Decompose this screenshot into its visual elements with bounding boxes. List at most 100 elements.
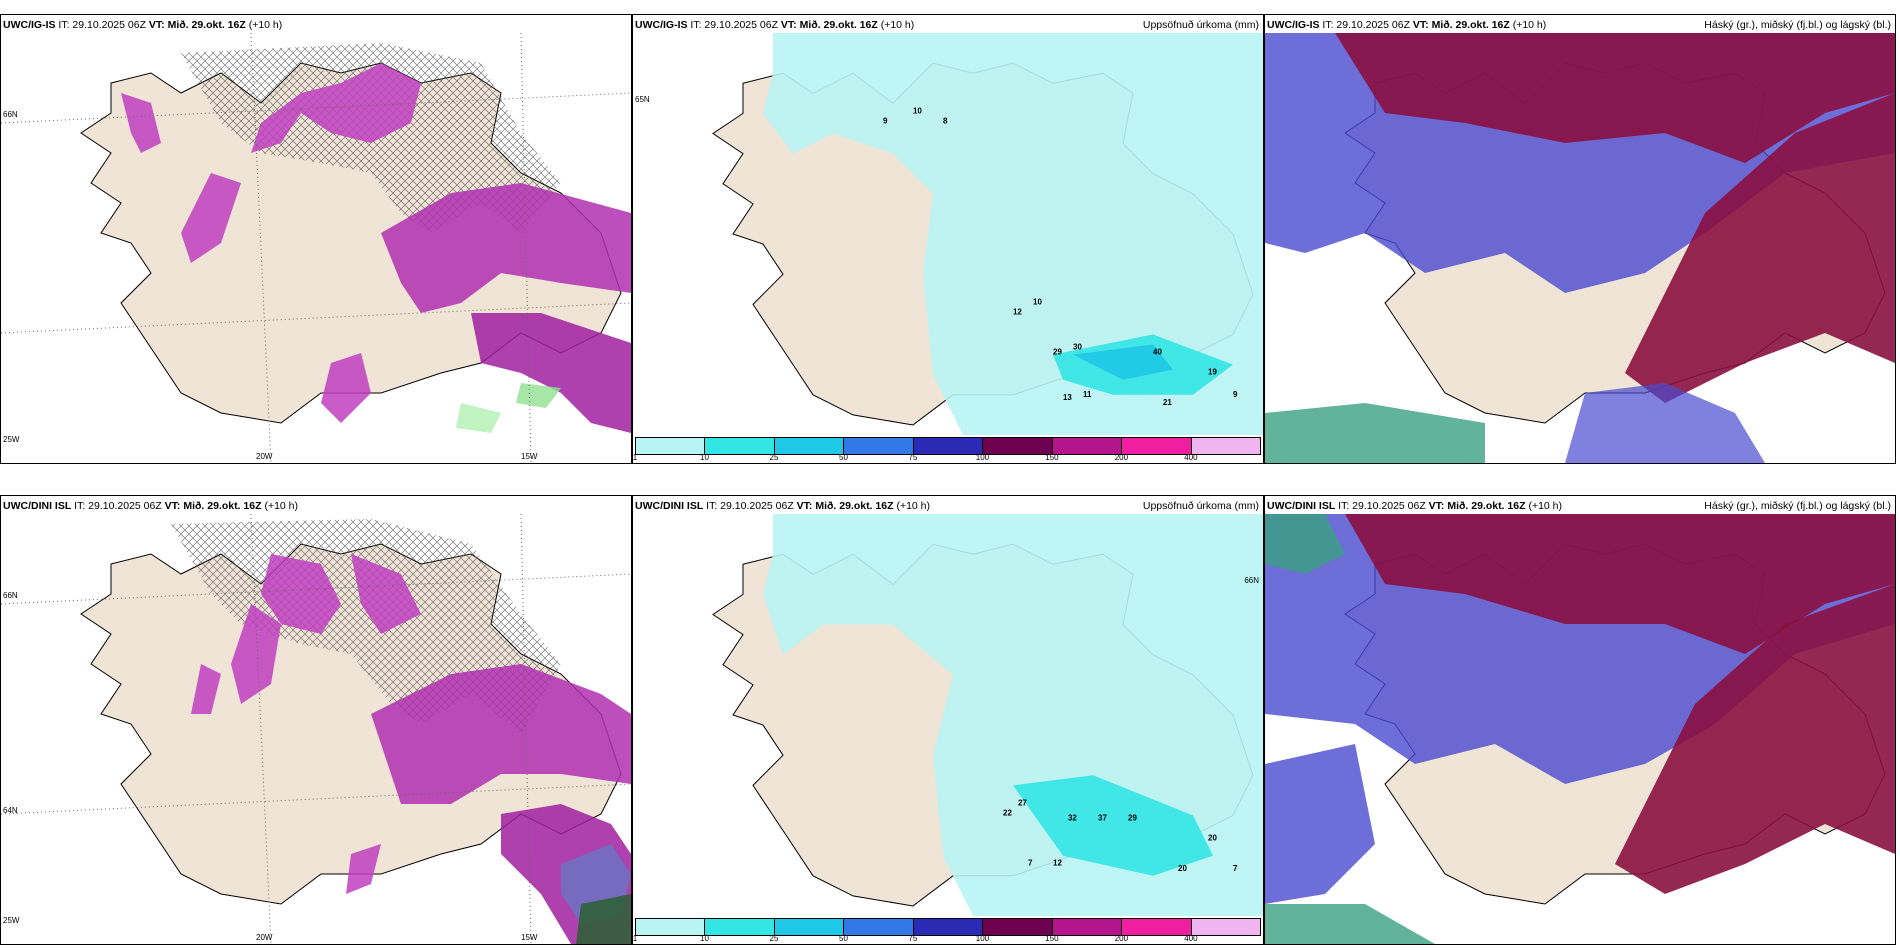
panel-top-right: UWC/IG-IS IT: 29.10.2025 06Z VT: Mið. 29… [1264, 14, 1896, 464]
valid-time: VT: Mið. 29.okt. 16Z [780, 19, 878, 31]
panel-bottom-right: UWC/DINI ISL IT: 29.10.2025 06Z VT: Mið.… [1264, 495, 1896, 945]
legend-color-bar [635, 918, 1261, 936]
valid-time: VT: Mið. 29.okt. 16Z [1412, 19, 1510, 31]
svg-text:7: 7 [1028, 859, 1033, 868]
svg-text:8: 8 [943, 116, 948, 125]
lat-label-66n: 66N [3, 110, 18, 119]
cloud-cover-map [1265, 33, 1895, 463]
legend-tick: 150 [1045, 453, 1059, 462]
precip-title: Uppsöfnuð úrkoma (mm) [1142, 19, 1259, 31]
accumulated-precip-map: 29 30 40 13 11 21 19 9 10 8 9 12 10 [633, 33, 1263, 435]
precip-color-legend: 1 10 25 50 75 100 150 200 400 [633, 916, 1263, 944]
svg-text:21: 21 [1163, 398, 1172, 407]
legend-tick: 50 [839, 934, 848, 943]
legend-tick: 1 [632, 934, 638, 943]
panel-header: UWC/IG-IS IT: 29.10.2025 06Z VT: Mið. 29… [635, 17, 1259, 33]
legend-tick: 200 [1114, 453, 1129, 462]
legend-tick: 100 [975, 453, 990, 462]
svg-text:20: 20 [1208, 834, 1217, 843]
precip-color-legend: 1 10 25 50 75 100 150 200 400 [633, 435, 1263, 463]
lon-label-20w: 20W [256, 452, 273, 461]
valid-time: VT: Mið. 29.okt. 16Z [148, 19, 246, 31]
panel-header: UWC/IG-IS IT: 29.10.2025 06Z VT: Mið. 29… [1267, 17, 1891, 33]
svg-text:32: 32 [1068, 814, 1077, 823]
legend-tick: 400 [1184, 453, 1198, 462]
legend-tick: 75 [908, 934, 918, 943]
panel-top-middle: UWC/IG-IS IT: 29.10.2025 06Z VT: Mið. 29… [632, 14, 1264, 464]
legend-tick: 10 [700, 934, 709, 943]
lead-time: (+10 h) [880, 19, 915, 31]
svg-text:10: 10 [1033, 297, 1042, 306]
lon-label-25w: 25W [3, 435, 20, 444]
legend-tick: 150 [1045, 934, 1059, 943]
svg-text:29: 29 [1053, 348, 1062, 357]
model-name: UWC/IG-IS [635, 19, 688, 31]
legend-tick: 75 [908, 453, 918, 462]
valid-time: VT: Mið. 29.okt. 16Z [1428, 500, 1526, 512]
svg-text:9: 9 [1233, 390, 1238, 399]
panel-header: UWC/DINI ISL IT: 29.10.2025 06Z VT: Mið.… [3, 498, 627, 514]
model-name: UWC/IG-IS [1267, 19, 1320, 31]
lead-time: (+10 h) [896, 500, 931, 512]
valid-time: VT: Mið. 29.okt. 16Z [796, 500, 894, 512]
svg-text:37: 37 [1098, 814, 1107, 823]
svg-text:7: 7 [1233, 864, 1238, 873]
legend-tick: 10 [700, 453, 709, 462]
init-time: IT: 29.10.2025 06Z [1338, 500, 1426, 512]
svg-text:22: 22 [1003, 808, 1012, 817]
panel-header: UWC/DINI ISL IT: 29.10.2025 06Z VT: Mið.… [635, 498, 1259, 514]
legend-ticks: 1 10 25 50 75 100 150 200 400 [632, 934, 1261, 944]
svg-text:19: 19 [1208, 368, 1217, 377]
legend-tick: 1 [632, 453, 638, 462]
panel-header: UWC/IG-IS IT: 29.10.2025 06Z VT: Mið. 29… [3, 17, 627, 33]
legend-tick: 200 [1114, 934, 1129, 943]
panel-top-left: UWC/IG-IS IT: 29.10.2025 06Z VT: Mið. 29… [0, 14, 632, 464]
panel-header: UWC/DINI ISL IT: 29.10.2025 06Z VT: Mið.… [1267, 498, 1891, 514]
lon-label-20w: 20W [256, 933, 273, 942]
model-name: UWC/DINI ISL [635, 500, 704, 512]
precip-type-map [1, 33, 631, 463]
lon-label-15w: 15W [521, 452, 538, 461]
lead-time: (+10 h) [248, 19, 283, 31]
legend-tick: 100 [975, 934, 990, 943]
svg-text:40: 40 [1153, 348, 1162, 357]
model-name: UWC/DINI ISL [1267, 500, 1336, 512]
lead-time: (+10 h) [1528, 500, 1563, 512]
panel-bottom-left: UWC/DINI ISL IT: 29.10.2025 06Z VT: Mið.… [0, 495, 632, 945]
valid-time: VT: Mið. 29.okt. 16Z [164, 500, 262, 512]
init-time: IT: 29.10.2025 06Z [706, 500, 794, 512]
precip-title: Uppsöfnuð úrkoma (mm) [1142, 500, 1259, 512]
svg-text:11: 11 [1083, 390, 1092, 399]
lead-time: (+10 h) [1512, 19, 1547, 31]
lon-label-15w: 15W [521, 933, 538, 942]
legend-tick: 400 [1184, 934, 1198, 943]
lead-time: (+10 h) [264, 500, 299, 512]
lat-label-64n: 64N [3, 806, 18, 815]
lat-label-65n: 65N [635, 95, 650, 104]
legend-color-bar [635, 437, 1261, 455]
svg-text:9: 9 [883, 116, 888, 125]
legend-tick: 25 [769, 453, 779, 462]
model-name: UWC/IG-IS [3, 19, 56, 31]
svg-text:30: 30 [1073, 343, 1082, 352]
lon-label-25w: 25W [3, 916, 20, 925]
legend-tick: 50 [839, 453, 848, 462]
svg-text:29: 29 [1128, 814, 1137, 823]
panel-bottom-middle: UWC/DINI ISL IT: 29.10.2025 06Z VT: Mið.… [632, 495, 1264, 945]
svg-text:12: 12 [1013, 307, 1022, 316]
accumulated-precip-map: 22 27 32 37 29 20 12 20 7 7 [633, 514, 1263, 916]
legend-ticks: 1 10 25 50 75 100 150 200 400 [632, 453, 1261, 463]
model-name: UWC/DINI ISL [3, 500, 72, 512]
precip-type-map [1, 514, 631, 944]
svg-text:10: 10 [913, 106, 922, 115]
cloud-title: Háský (gr.), miðský (fj.bl.) og lágský (… [1704, 500, 1891, 512]
lat-label-66n: 66N [1244, 576, 1259, 585]
init-time: IT: 29.10.2025 06Z [690, 19, 778, 31]
lat-label-66n: 66N [3, 591, 18, 600]
init-time: IT: 29.10.2025 06Z [74, 500, 162, 512]
init-time: IT: 29.10.2025 06Z [1322, 19, 1410, 31]
svg-text:12: 12 [1053, 859, 1062, 868]
cloud-cover-map [1265, 514, 1895, 944]
svg-text:20: 20 [1178, 864, 1187, 873]
svg-text:27: 27 [1018, 798, 1027, 807]
